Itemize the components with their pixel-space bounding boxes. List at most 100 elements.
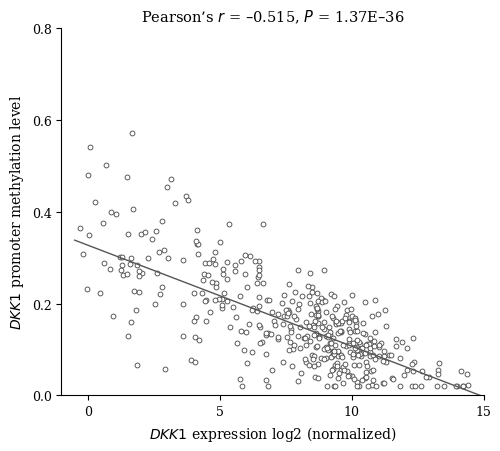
Point <box>370 343 378 350</box>
Point <box>387 352 395 359</box>
Point <box>256 324 264 331</box>
Point <box>256 294 264 301</box>
Point <box>412 383 420 390</box>
Point <box>230 262 238 269</box>
Point <box>353 347 361 354</box>
Point <box>286 322 294 330</box>
Point <box>351 328 359 335</box>
Point <box>358 377 366 384</box>
Point <box>179 256 187 263</box>
Point <box>244 320 252 327</box>
Point <box>366 335 374 342</box>
Point <box>128 130 136 138</box>
Point <box>311 374 319 381</box>
Point <box>141 230 149 237</box>
Point <box>208 256 216 263</box>
Point <box>324 331 332 339</box>
Point <box>158 283 166 290</box>
Point <box>336 329 344 336</box>
Point <box>163 184 171 191</box>
Point <box>338 354 346 361</box>
Point <box>128 255 136 262</box>
Point <box>256 267 264 274</box>
Point <box>296 324 304 331</box>
Point <box>286 339 294 346</box>
Point <box>167 176 175 184</box>
Point <box>315 335 323 342</box>
Point <box>368 313 376 320</box>
Point <box>378 358 386 365</box>
Point <box>254 274 262 281</box>
Point <box>328 349 336 356</box>
Title: Pearson’s $r$ = –0.515, $P$ = 1.37E–36: Pearson’s $r$ = –0.515, $P$ = 1.37E–36 <box>141 8 405 26</box>
Point <box>79 251 87 258</box>
Point <box>308 289 316 296</box>
Point <box>306 270 314 277</box>
Point <box>212 280 220 287</box>
Point <box>256 340 264 347</box>
Point <box>312 303 320 310</box>
Point <box>216 239 224 246</box>
Point <box>255 258 263 265</box>
Point <box>332 321 340 328</box>
Point <box>331 342 339 349</box>
Point <box>392 335 400 342</box>
Point <box>102 161 110 169</box>
Point <box>218 295 226 303</box>
Point <box>294 332 302 340</box>
Point <box>160 247 168 254</box>
Point <box>342 312 350 319</box>
Point <box>318 299 326 306</box>
Point <box>354 351 362 359</box>
Point <box>282 313 290 320</box>
Point <box>321 298 329 305</box>
Point <box>384 351 392 359</box>
Point <box>459 383 467 390</box>
Point <box>349 353 357 360</box>
Point <box>362 368 370 376</box>
Point <box>100 260 108 267</box>
Point <box>294 305 302 313</box>
Point <box>171 200 179 207</box>
Point <box>282 306 290 313</box>
Point <box>312 290 320 297</box>
Point <box>329 366 337 373</box>
Point <box>242 359 250 366</box>
Point <box>354 338 362 345</box>
Point <box>352 314 360 322</box>
Point <box>112 211 120 218</box>
Point <box>390 376 398 383</box>
Point <box>231 267 239 275</box>
Point <box>242 328 250 336</box>
Point <box>336 327 344 335</box>
Point <box>274 310 282 318</box>
Point <box>331 306 339 313</box>
Point <box>322 308 330 316</box>
Point <box>334 375 342 382</box>
Point <box>372 383 380 390</box>
Point <box>360 319 368 327</box>
Point <box>164 255 172 262</box>
Point <box>340 299 348 306</box>
Point <box>366 353 374 360</box>
X-axis label: $DKK1$ expression log2 (normalized): $DKK1$ expression log2 (normalized) <box>149 424 396 443</box>
Point <box>334 329 342 336</box>
Point <box>148 235 156 243</box>
Point <box>360 375 368 382</box>
Point <box>372 329 380 336</box>
Point <box>360 329 368 336</box>
Point <box>320 326 328 333</box>
Point <box>256 264 264 272</box>
Point <box>322 332 330 340</box>
Point <box>184 198 192 205</box>
Point <box>286 326 294 333</box>
Point <box>410 335 418 342</box>
Point <box>365 341 373 348</box>
Point <box>331 383 339 390</box>
Point <box>328 352 336 359</box>
Point <box>326 290 334 298</box>
Point <box>150 300 158 308</box>
Point <box>346 336 354 343</box>
Point <box>353 327 361 335</box>
Point <box>138 270 146 277</box>
